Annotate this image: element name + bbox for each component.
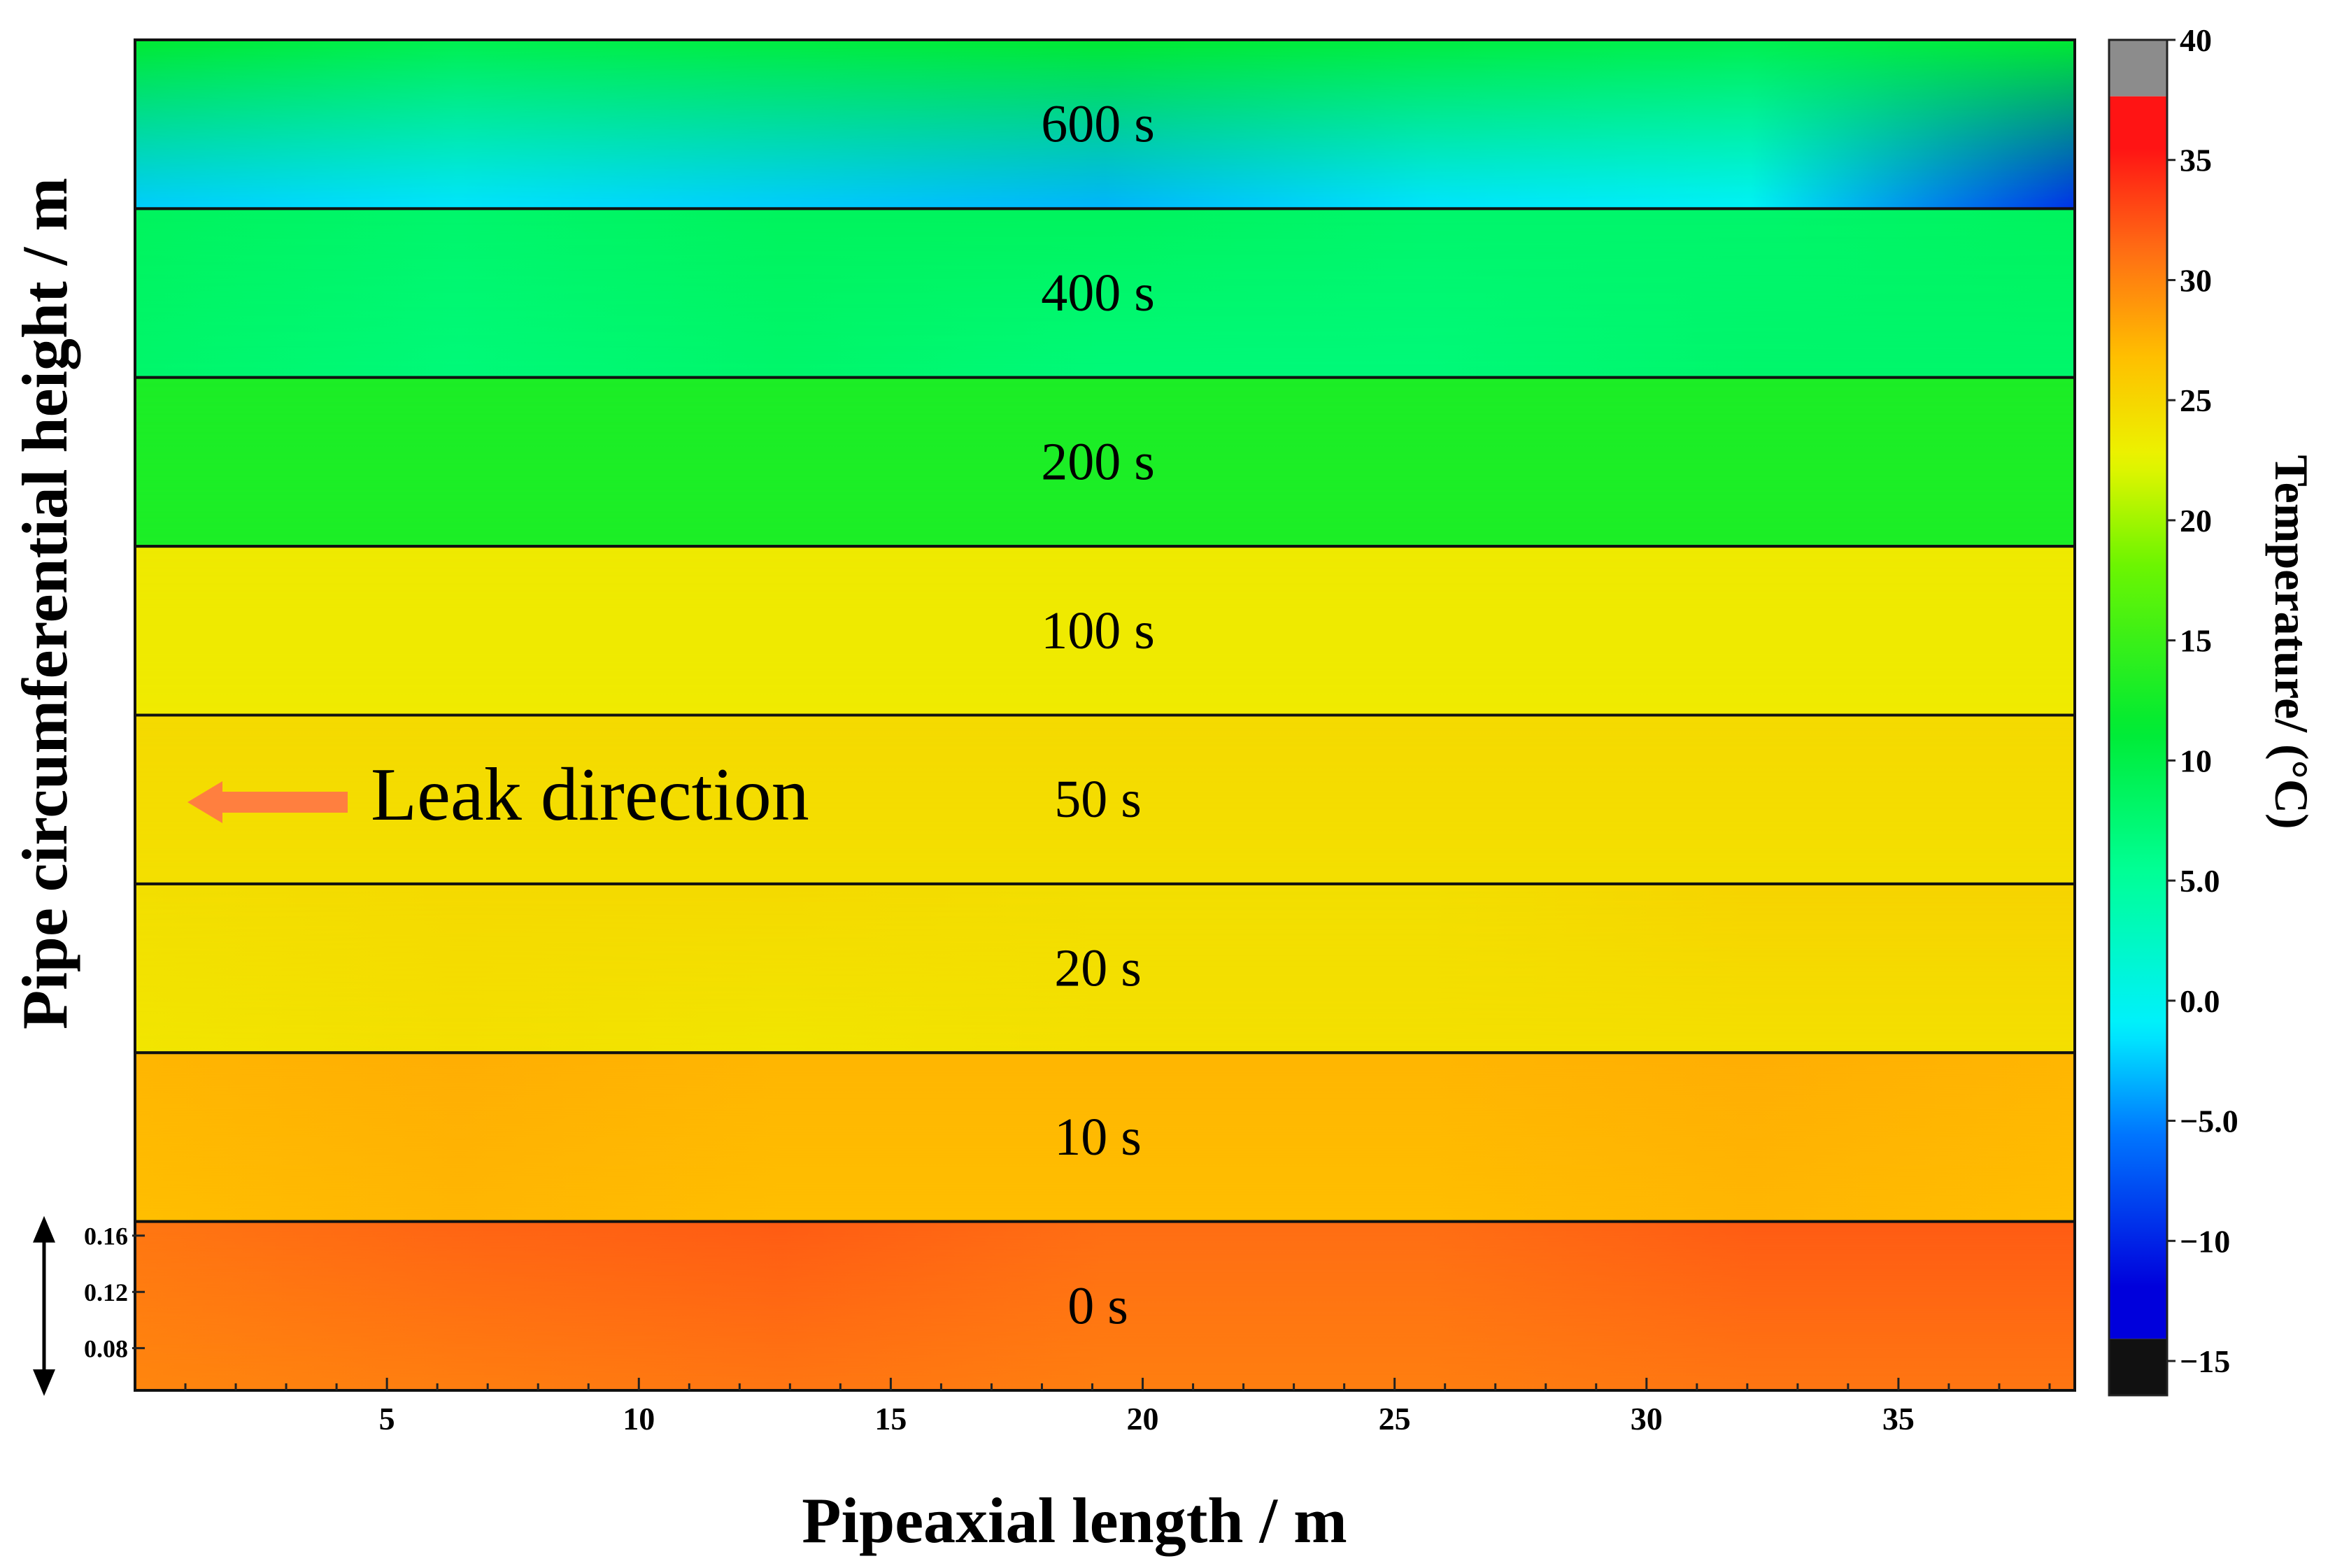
colorbar-tick-label: 25 [2180,383,2212,418]
x-tick-label: 35 [1882,1401,1915,1437]
colorbar-tick-label: 35 [2180,143,2212,178]
panel-20s: 20 s [134,882,2076,1055]
panel-600s: 600 s [134,38,2076,211]
panel-label: 10 s [1054,1108,1142,1167]
panel-label: 20 s [1054,939,1142,998]
colorbar-tick-label: −15 [2180,1344,2230,1379]
colorbar-tick-label: 20 [2180,503,2212,539]
arrow-down-icon [33,1369,55,1396]
colorbar-tick-label: 10 [2180,743,2212,778]
panel-fill-bottom [135,208,2075,378]
panel-fill-bottom [135,377,2075,547]
colorbar-under [2109,1339,2167,1395]
leak-direction-label: Leak direction [371,753,809,836]
panel-label: 400 s [1041,264,1155,322]
panel-200s: 200 s [134,376,2076,548]
panel-fill-bottom [135,1221,2075,1390]
panel-10s: 10 s [134,1051,2076,1223]
arrow-up-icon [33,1216,55,1243]
panel-label: 200 s [1041,432,1155,491]
panel-fill-bottom [135,546,2075,715]
y-tick-label: 0.12 [84,1278,128,1306]
colorbar-gradient [2109,96,2167,1339]
panel-border [134,1220,2076,1392]
colorbar-tick-label: −5.0 [2180,1104,2238,1139]
x-tick-label: 30 [1631,1401,1663,1437]
panel-0s: 0 s [134,1220,2076,1392]
panel-label: 0 s [1067,1276,1128,1335]
colorbar: 40 35 30 25 20 15 10 5.0 0.0 −5.0 −10 −15 [2108,22,2238,1397]
x-axis: 5 10 15 20 25 30 35 [184,1378,2051,1437]
panel-fill-bottom [135,715,2075,884]
heatmap-panels: 600 s 400 s 200 s 100 s 50 s 20 s 10 s 0 s [134,38,2076,1392]
x-tick-label: 20 [1127,1401,1159,1437]
leak-annotation: Leak direction [187,753,809,836]
colorbar-tick-label: 30 [2180,262,2212,298]
colorbar-tick-label: 5.0 [2180,863,2220,899]
y-axis-label: Pipe circumferential height / m [9,178,80,1029]
x-tick-label: 5 [379,1401,395,1437]
colorbar-tick-label: 40 [2180,22,2212,58]
x-axis-label: Pipeaxial length / m [802,1485,1347,1556]
colorbar-tick-label: 15 [2180,623,2212,659]
panel-100s: 100 s [134,545,2076,717]
colorbar-tick-label: 0.0 [2180,983,2220,1019]
panel-fill-bottom [135,1053,2075,1222]
panel-50s: 50 s [134,713,2076,885]
panel-label: 50 s [1054,770,1142,829]
panel-400s: 400 s [134,207,2076,379]
y-axis: 0.08 0.12 0.16 [33,1216,145,1396]
y-tick-label: 0.16 [84,1223,128,1250]
x-tick-label: 10 [623,1401,655,1437]
panel-fill-bottom [135,40,2075,209]
colorbar-over [2109,40,2167,97]
x-tick-label: 15 [874,1401,907,1437]
y-tick-label: 0.08 [84,1335,128,1363]
leak-arrow-icon [187,781,348,823]
panel-fill-bottom [135,883,2075,1053]
panel-label: 600 s [1041,95,1155,154]
colorbar-label: Temperature/ (°C) [2265,455,2318,829]
colorbar-border [2108,38,2169,1397]
panel-label: 100 s [1041,601,1155,660]
colorbar-tick-label: −10 [2180,1223,2230,1259]
x-tick-label: 25 [1379,1401,1411,1437]
